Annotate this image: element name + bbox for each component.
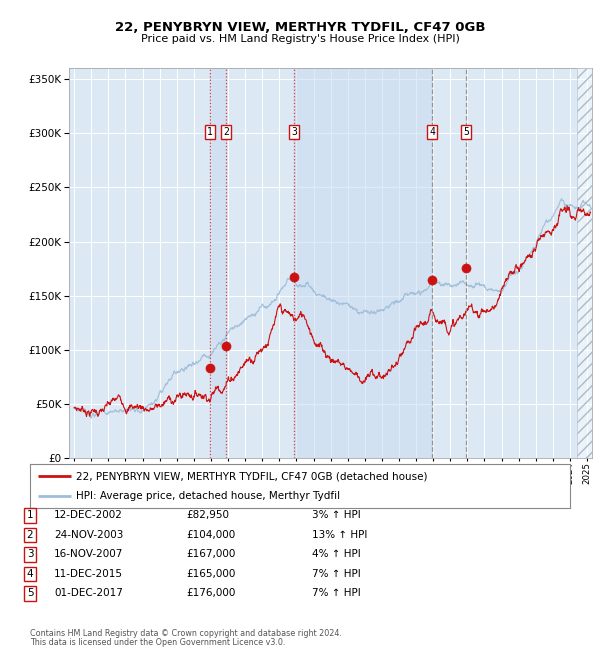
Text: 3: 3 bbox=[292, 127, 297, 137]
Bar bbox=[295, 68, 433, 458]
Text: 4: 4 bbox=[430, 127, 435, 137]
Text: £167,000: £167,000 bbox=[186, 549, 235, 560]
Text: 1: 1 bbox=[26, 510, 34, 521]
Text: £82,950: £82,950 bbox=[186, 510, 229, 521]
Text: 4% ↑ HPI: 4% ↑ HPI bbox=[312, 549, 361, 560]
Text: 22, PENYBRYN VIEW, MERTHYR TYDFIL, CF47 0GB: 22, PENYBRYN VIEW, MERTHYR TYDFIL, CF47 … bbox=[115, 21, 485, 34]
Text: 5: 5 bbox=[26, 588, 34, 599]
Bar bbox=[210, 68, 226, 458]
Text: 01-DEC-2017: 01-DEC-2017 bbox=[54, 588, 123, 599]
Text: 16-NOV-2007: 16-NOV-2007 bbox=[54, 549, 124, 560]
Text: £104,000: £104,000 bbox=[186, 530, 235, 540]
Text: 24-NOV-2003: 24-NOV-2003 bbox=[54, 530, 124, 540]
Text: Price paid vs. HM Land Registry's House Price Index (HPI): Price paid vs. HM Land Registry's House … bbox=[140, 34, 460, 44]
Text: 7% ↑ HPI: 7% ↑ HPI bbox=[312, 569, 361, 579]
Text: 2: 2 bbox=[26, 530, 34, 540]
Text: £176,000: £176,000 bbox=[186, 588, 235, 599]
Text: 5: 5 bbox=[463, 127, 469, 137]
Text: 3: 3 bbox=[26, 549, 34, 560]
Text: 12-DEC-2002: 12-DEC-2002 bbox=[54, 510, 123, 521]
Text: HPI: Average price, detached house, Merthyr Tydfil: HPI: Average price, detached house, Mert… bbox=[76, 491, 340, 501]
Text: 7% ↑ HPI: 7% ↑ HPI bbox=[312, 588, 361, 599]
Text: This data is licensed under the Open Government Licence v3.0.: This data is licensed under the Open Gov… bbox=[30, 638, 286, 647]
Text: 11-DEC-2015: 11-DEC-2015 bbox=[54, 569, 123, 579]
Text: 13% ↑ HPI: 13% ↑ HPI bbox=[312, 530, 367, 540]
Text: 22, PENYBRYN VIEW, MERTHYR TYDFIL, CF47 0GB (detached house): 22, PENYBRYN VIEW, MERTHYR TYDFIL, CF47 … bbox=[76, 471, 427, 481]
Text: 3% ↑ HPI: 3% ↑ HPI bbox=[312, 510, 361, 521]
Text: 4: 4 bbox=[26, 569, 34, 579]
Text: Contains HM Land Registry data © Crown copyright and database right 2024.: Contains HM Land Registry data © Crown c… bbox=[30, 629, 342, 638]
Text: 1: 1 bbox=[207, 127, 213, 137]
Text: 2: 2 bbox=[223, 127, 229, 137]
Text: £165,000: £165,000 bbox=[186, 569, 235, 579]
